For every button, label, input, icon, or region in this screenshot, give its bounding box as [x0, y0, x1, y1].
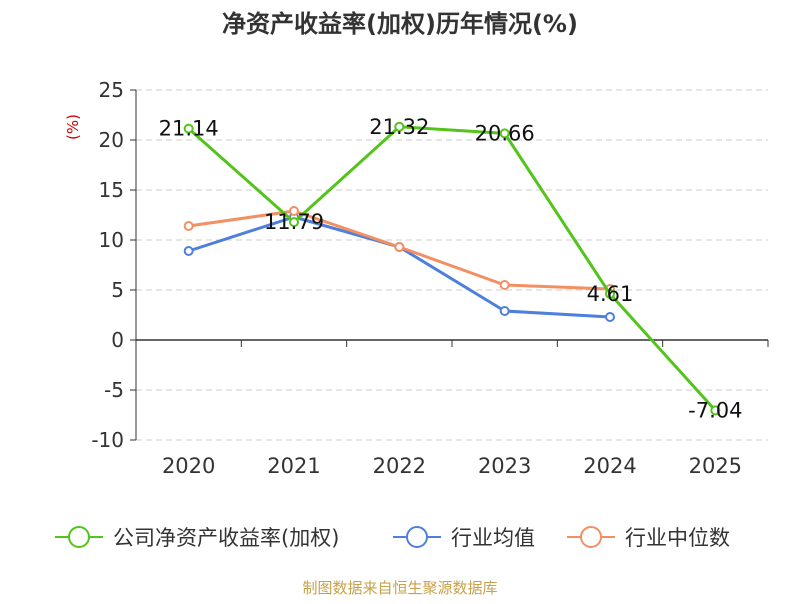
legend-label: 行业中位数 [625, 526, 730, 550]
y-tick-label: -5 [104, 378, 124, 402]
data-point[interactable] [394, 121, 405, 132]
legend-label: 行业均值 [451, 526, 535, 550]
data-label: 4.61 [587, 282, 634, 306]
series-1 [183, 212, 615, 322]
y-tick-label: -10 [91, 428, 124, 452]
data-point[interactable] [605, 288, 615, 299]
data-point[interactable] [710, 405, 721, 416]
legend-marker-icon [406, 526, 428, 548]
data-point[interactable] [499, 306, 510, 316]
chart-title: 净资产收益率(加权)历年情况(%) [222, 10, 578, 38]
y-tick-label: 5 [111, 278, 124, 302]
data-point[interactable] [499, 128, 510, 139]
legend-label: 公司净资产收益率(加权) [113, 526, 339, 550]
data-point[interactable] [499, 280, 510, 290]
series-0 [183, 121, 721, 416]
source-note: 制图数据来自恒生聚源数据库 [302, 579, 497, 597]
data-labels: 21.14 11.79 21.32 20.66 4.61 -7.04 [159, 115, 743, 423]
x-tick-label: 2025 [689, 454, 742, 478]
legend-marker-icon [580, 526, 602, 548]
series-line [188, 215, 611, 319]
y-tick-label: 15 [99, 178, 124, 202]
data-point[interactable] [605, 312, 615, 322]
x-tick-label: 2024 [583, 454, 636, 478]
data-label: -7.04 [688, 398, 742, 422]
legend-marker-icon [68, 526, 90, 548]
legend-item[interactable]: 行业中位数 [567, 526, 730, 550]
data-point[interactable] [183, 246, 194, 256]
series-2 [183, 206, 615, 294]
x-tick-label: 2022 [373, 454, 426, 478]
y-tick-label: 20 [99, 128, 124, 152]
data-point[interactable] [289, 217, 299, 228]
y-axis-label: (%) [64, 114, 82, 140]
data-point[interactable] [183, 221, 194, 231]
data-point[interactable] [183, 123, 194, 134]
x-tick-label: 2021 [267, 454, 320, 478]
y-tick-label: 10 [99, 228, 124, 252]
legend-item[interactable]: 行业均值 [393, 526, 535, 550]
x-tick-label: 2023 [478, 454, 531, 478]
legend[interactable]: 公司净资产收益率(加权) 行业均值 行业中位数 [55, 526, 730, 550]
data-label: 20.66 [475, 121, 535, 145]
series-line [187, 125, 717, 412]
data-label: 11.79 [264, 210, 324, 234]
legend-item[interactable]: 公司净资产收益率(加权) [55, 526, 339, 550]
data-label: 21.14 [159, 117, 219, 141]
grid-lines [136, 89, 768, 441]
series-lines [183, 121, 721, 416]
y-tick-label: 25 [99, 78, 124, 102]
data-point[interactable] [394, 242, 405, 252]
x-tick-label: 2020 [162, 454, 215, 478]
data-label: 21.32 [369, 115, 429, 139]
y-tick-label: 0 [111, 328, 124, 352]
data-point[interactable] [289, 206, 299, 216]
